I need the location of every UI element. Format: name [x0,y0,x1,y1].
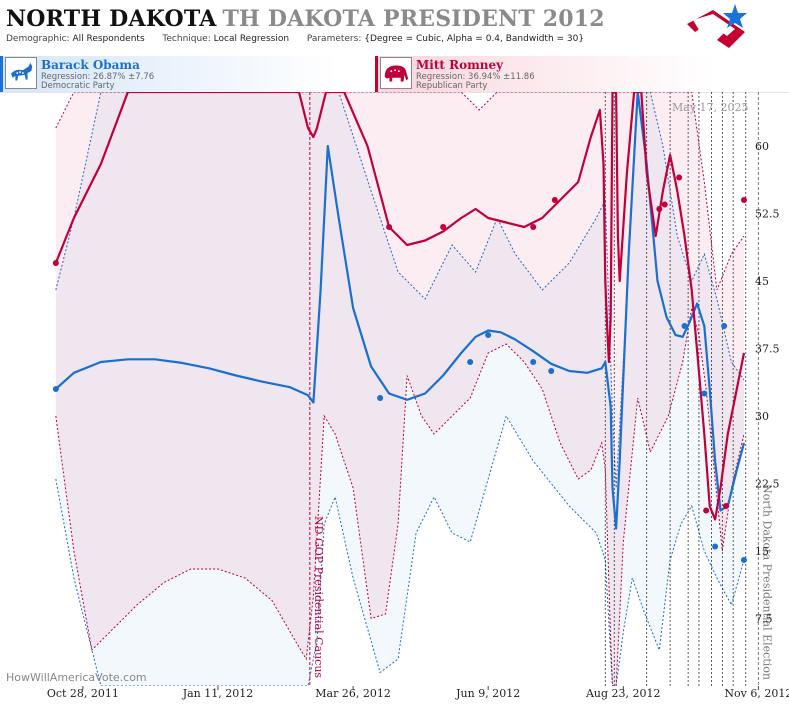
candidate-party: Republican Party [416,81,488,91]
rep-poll-point [722,503,729,509]
title-bar: NORTH DAKOTA TH DAKOTA PRESIDENT 2012 Dem… [0,0,789,56]
dem-poll-point [52,386,59,392]
demographic-label: Demographic: [6,34,70,44]
y-tick-label: 30 [755,410,769,423]
dem-upper-band [55,92,745,489]
event-markers: ND GOP Presidential Caucus North Dakota P… [309,92,773,686]
y-axis: 7.5 15 22.5 30 37.5 45 52.5 60 [755,140,780,626]
dem-poll-point [701,390,708,397]
parameters-value: {Degree = Cubic, Alpha = 0.4, Bandwidth … [364,34,585,44]
parameters-line: Demographic: All Respondents Technique: … [6,34,584,44]
dem-trend-line [55,92,746,530]
dem-poll-point [548,368,555,374]
candidate-card-obama: Barack Obama Regression: 26.87% ±7.76 De… [0,56,375,92]
y-tick-label: 7.5 [755,613,773,626]
x-tick-label: Jun 9, 2012 [455,687,520,700]
elephant-icon [380,57,412,89]
rep-poll-point [740,197,747,203]
y-tick-label: 60 [755,140,769,153]
candidate-regression: Regression: 36.94% ±11.86 [416,72,535,82]
candidate-name: Barack Obama [41,58,140,72]
candidate-name: Mitt Romney [416,58,504,72]
site-watermark[interactable]: HowWillAmericaVote.com [6,671,147,684]
confidence-bands [55,92,745,686]
rep-poll-point [703,507,710,514]
candidate-card-romney: Mitt Romney Regression: 36.94% ±11.86 Re… [375,56,750,92]
rep-poll-point [661,201,668,208]
y-tick-label: 45 [755,275,769,288]
technique-label: Technique: [162,34,211,44]
technique-value: Local Regression [213,34,290,44]
y-tick-label: 37.5 [755,343,780,356]
y-tick-label: 22.5 [755,478,780,491]
dem-poll-point [740,557,747,563]
y-tick-label: 52.5 [755,208,780,221]
poll-points [52,174,747,563]
dem-poll-point [485,332,492,338]
dem-poll-point [530,359,537,365]
event-label: North Dakota Presidential Election [760,484,773,680]
rep-poll-point [551,197,558,203]
rep-band-fill [55,92,745,686]
candidate-regression: Regression: 26.87% ±7.76 [41,72,155,82]
x-tick-label: Mar 26, 2012 [315,687,391,700]
rep-poll-point [676,174,683,181]
site-logo-icon[interactable] [683,2,753,52]
dem-poll-point [712,543,719,550]
rep-poll-point [530,224,537,230]
election-name: TH DAKOTA PRESIDENT 2012 [222,6,605,32]
x-tick-label: Jan 11, 2012 [182,687,254,700]
rep-trend-line [54,92,746,521]
dem-band-fill [55,92,745,686]
donkey-icon [5,57,37,89]
candidate-party: Democratic Party [41,81,115,91]
rep-lower-band [55,307,745,686]
dem-poll-point [377,395,384,401]
rep-poll-point [52,260,59,266]
demographic-value: All Respondents [72,34,145,44]
event-label: ND GOP Presidential Caucus [312,516,325,678]
dem-poll-point [467,359,474,365]
polling-chart: ND GOP Presidential Caucus North Dakota P… [0,92,789,700]
x-axis: Oct 28, 2011 Jan 11, 2012 Mar 26, 2012 Jun … [47,686,789,700]
page-title: NORTH DAKOTA TH DAKOTA PRESIDENT 2012 [6,6,605,32]
x-tick-label: Aug 23, 2012 [585,687,661,700]
x-tick-label: Oct 28, 2011 [47,687,119,700]
rep-poll-point [440,224,447,230]
dem-poll-point [681,323,688,329]
rep-poll-point [656,206,663,212]
rep-poll-point [386,224,393,230]
state-name: NORTH DAKOTA [6,6,217,32]
trend-lines [54,92,746,530]
y-tick-label: 15 [755,545,769,558]
x-tick-label: Nov 6, 2012 [724,687,789,700]
date-stamp: May 17, 2025 [672,101,749,114]
parameters-label: Parameters: [306,34,362,44]
dem-poll-point [721,323,728,329]
